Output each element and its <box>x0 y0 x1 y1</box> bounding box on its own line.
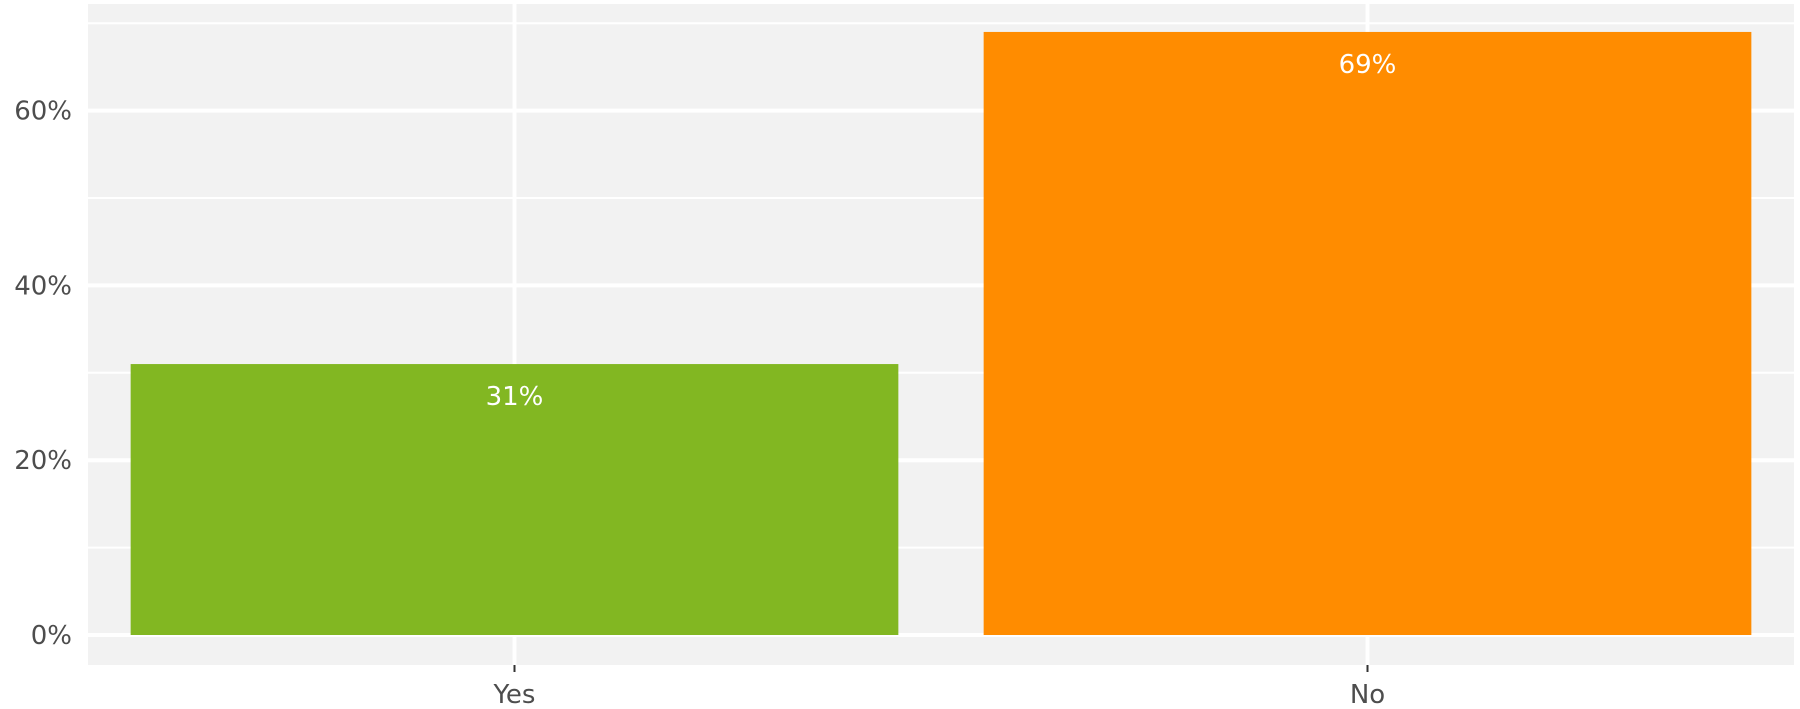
x-tick-label-yes: Yes <box>493 680 536 709</box>
x-axis-tick-labels: Yes No <box>493 665 1385 709</box>
data-labels-group: 31% 69% <box>486 50 1397 412</box>
bars-group <box>130 31 1752 635</box>
y-tick-label: 60% <box>14 97 72 127</box>
data-label-no: 69% <box>1339 50 1397 80</box>
y-tick-label: 0% <box>31 621 72 651</box>
bar-no <box>983 31 1752 635</box>
y-tick-label: 20% <box>14 446 72 476</box>
y-tick-label: 40% <box>14 271 72 301</box>
bar-yes <box>130 364 899 635</box>
data-label-yes: 31% <box>486 382 544 412</box>
x-tick-label-no: No <box>1350 680 1385 709</box>
y-axis-tick-labels: 0% 20% 40% 60% <box>14 97 72 651</box>
